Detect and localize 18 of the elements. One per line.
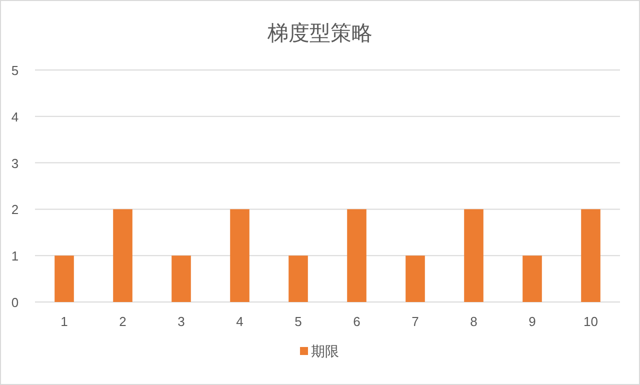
y-tick-label: 3: [11, 156, 19, 171]
y-tick-label: 4: [11, 109, 19, 124]
y-tick-label: 1: [11, 248, 19, 264]
x-tick-label: 10: [584, 314, 598, 329]
y-tick-label: 5: [11, 63, 19, 78]
x-tick-label: 2: [119, 314, 126, 329]
y-tick-label: 2: [11, 202, 19, 218]
chart-title: 梯度型策略: [266, 22, 372, 45]
x-tick-label: 9: [528, 314, 536, 329]
x-tick-label: 8: [470, 314, 478, 329]
y-tick-label: 0: [11, 295, 19, 310]
x-tick-label: 4: [236, 314, 244, 329]
x-tick-label: 3: [178, 314, 185, 329]
x-tick-label: 1: [60, 314, 68, 329]
x-tick-label: 7: [412, 314, 419, 329]
legend-label: 期限: [311, 343, 339, 359]
x-tick-label: 6: [353, 314, 360, 329]
x-tick-label: 5: [294, 314, 302, 329]
